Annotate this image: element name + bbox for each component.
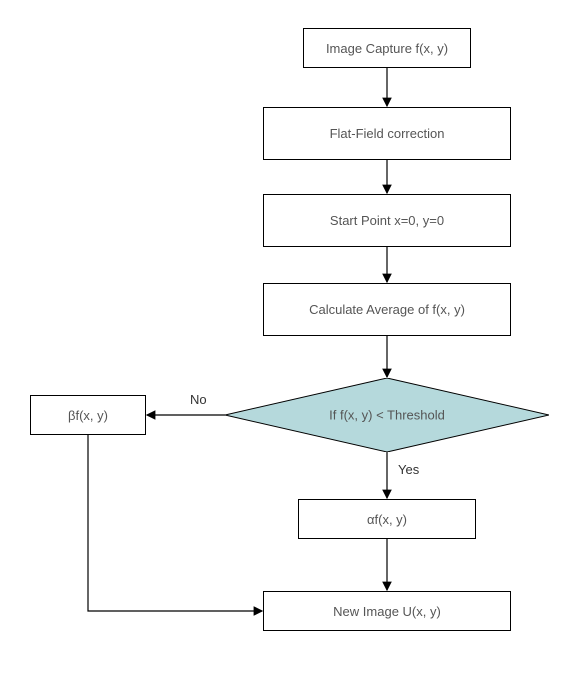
- node-label: Flat-Field correction: [330, 126, 445, 141]
- node-calc-average: Calculate Average of f(x, y): [263, 283, 511, 336]
- node-label: New Image U(x, y): [333, 604, 441, 619]
- node-alpha-f: αf(x, y): [298, 499, 476, 539]
- node-label: Calculate Average of f(x, y): [309, 302, 465, 317]
- node-label: αf(x, y): [367, 512, 407, 527]
- node-flat-field: Flat-Field correction: [263, 107, 511, 160]
- edge-label-yes: Yes: [398, 462, 419, 477]
- node-image-capture: Image Capture f(x, y): [303, 28, 471, 68]
- node-threshold-decision: If f(x, y) < Threshold: [225, 378, 549, 452]
- edge-arrow: [0, 0, 565, 676]
- node-beta-f: βf(x, y): [30, 395, 146, 435]
- node-new-image: New Image U(x, y): [263, 591, 511, 631]
- flowchart-canvas: Image Capture f(x, y) Flat-Field correct…: [0, 0, 565, 676]
- node-label: Start Point x=0, y=0: [330, 213, 444, 228]
- node-label: βf(x, y): [68, 408, 108, 423]
- node-label: Image Capture f(x, y): [326, 41, 448, 56]
- node-start-point: Start Point x=0, y=0: [263, 194, 511, 247]
- edge-label-no: No: [190, 392, 207, 407]
- node-label: If f(x, y) < Threshold: [329, 408, 445, 423]
